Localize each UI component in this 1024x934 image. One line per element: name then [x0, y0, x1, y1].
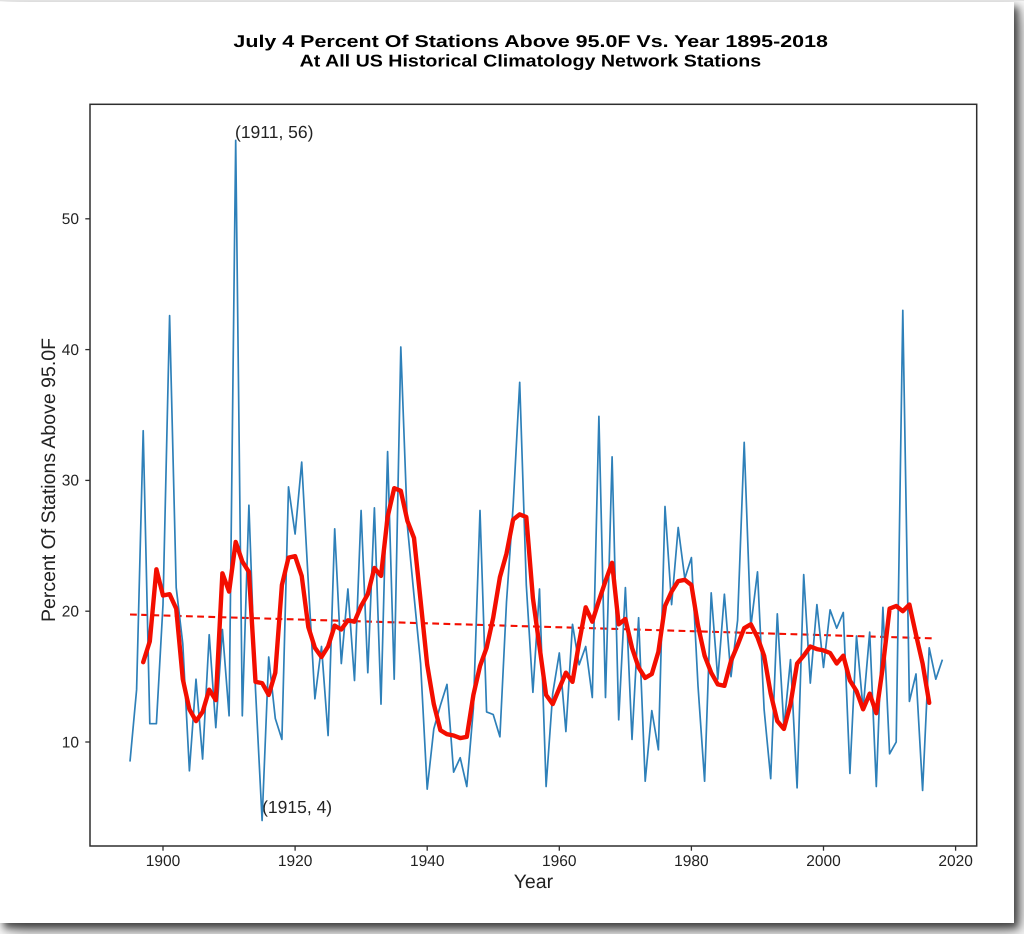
svg-text:1960: 1960 — [542, 853, 577, 870]
svg-text:(1911, 56): (1911, 56) — [235, 122, 313, 142]
svg-text:2020: 2020 — [938, 853, 973, 870]
svg-text:July 4 Percent Of Stations Abo: July 4 Percent Of Stations Above 95.0F V… — [233, 32, 828, 51]
svg-text:1980: 1980 — [674, 853, 709, 870]
svg-text:20: 20 — [62, 604, 80, 621]
svg-text:Percent Of Stations Above 95.0: Percent Of Stations Above 95.0F — [38, 338, 60, 622]
svg-text:Year: Year — [514, 871, 554, 893]
svg-text:40: 40 — [62, 342, 80, 359]
svg-text:2000: 2000 — [806, 853, 841, 870]
svg-text:1940: 1940 — [410, 853, 445, 870]
svg-text:50: 50 — [62, 211, 80, 228]
svg-text:At All US Historical Climatolo: At All US Historical Climatology Network… — [300, 52, 762, 71]
svg-text:(1915, 4): (1915, 4) — [262, 797, 332, 817]
svg-text:1920: 1920 — [278, 853, 313, 870]
svg-text:30: 30 — [62, 473, 80, 490]
svg-text:1900: 1900 — [146, 853, 181, 870]
svg-text:10: 10 — [62, 734, 80, 751]
